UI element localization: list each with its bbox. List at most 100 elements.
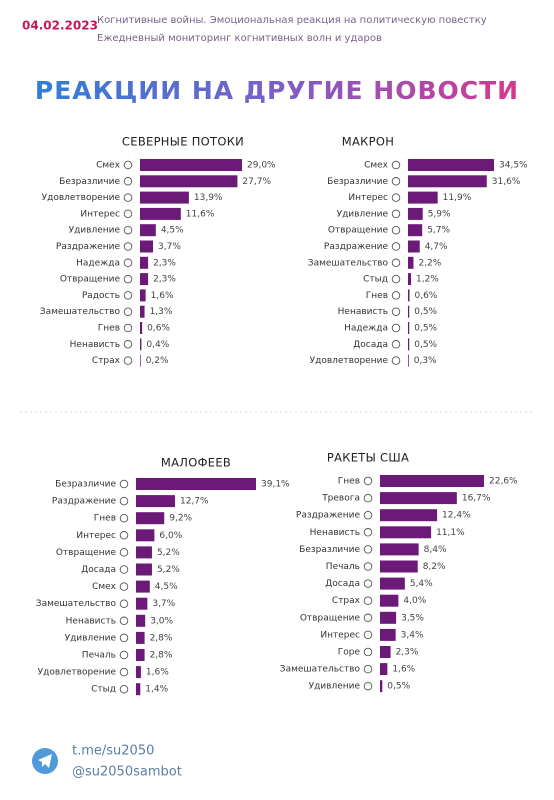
value-label: 12,4% <box>442 511 471 521</box>
category-label: Безразличие <box>299 545 360 555</box>
emoji-icon <box>119 582 129 591</box>
value-label: 1,3% <box>150 307 173 317</box>
chart-title: МАКРОН <box>342 135 394 149</box>
value-label: 34,5% <box>499 161 528 171</box>
value-label: 29,0% <box>247 161 276 171</box>
value-label: 11,6% <box>186 209 215 219</box>
emoji-icon <box>363 579 373 588</box>
value-label: 0,5% <box>414 307 437 317</box>
value-label: 3,7% <box>158 242 181 252</box>
bar <box>136 649 145 661</box>
chart-title: РАКЕТЫ США <box>327 451 409 465</box>
bar <box>380 577 405 590</box>
bar <box>380 492 457 505</box>
emoji-icon <box>123 193 133 202</box>
category-label: Надежда <box>76 258 120 268</box>
bar <box>136 683 141 696</box>
telegram-plane <box>38 754 52 768</box>
bar <box>380 663 388 676</box>
emoji-icon <box>119 565 129 574</box>
bar <box>408 159 494 171</box>
category-label: Досада <box>353 340 388 350</box>
footer-link[interactable]: @su2050sambot <box>72 765 182 780</box>
emoji-icon <box>391 291 401 300</box>
category-label: Гнев <box>98 324 120 334</box>
emoji-icon <box>119 650 129 660</box>
bar <box>136 563 152 576</box>
emoji-icon <box>123 323 133 333</box>
emoji-icon <box>119 667 129 677</box>
bar <box>140 273 149 286</box>
bar <box>136 546 152 559</box>
value-label: 11,9% <box>443 193 472 203</box>
category-label: Тревога <box>321 494 360 504</box>
emoji-icon <box>391 307 401 316</box>
bar <box>136 478 256 490</box>
value-label: 3,0% <box>150 616 173 626</box>
emoji-icon <box>119 479 129 489</box>
emoji-icon <box>119 599 129 608</box>
emoji-icon <box>363 647 373 657</box>
category-label: Страх <box>92 356 121 366</box>
category-label: Отвращение <box>56 548 117 558</box>
bar <box>408 354 409 367</box>
bar <box>140 224 156 237</box>
emoji-icon <box>363 630 373 640</box>
bar <box>140 322 143 334</box>
category-label: Замешательство <box>36 599 117 609</box>
footer-link[interactable]: t.me/su2050 <box>72 744 154 759</box>
value-label: 4,7% <box>425 242 448 252</box>
emoji-icon <box>363 476 373 486</box>
value-label: 3,7% <box>152 599 175 609</box>
bar <box>380 594 399 607</box>
value-label: 0,5% <box>414 340 437 350</box>
emoji-icon <box>119 513 129 523</box>
date: 04.02.2023 <box>22 19 98 33</box>
value-label: 1,2% <box>416 275 439 285</box>
emoji-icon <box>119 684 129 694</box>
category-label: Замешательство <box>308 258 389 268</box>
category-label: Удивление <box>309 682 361 692</box>
bar <box>136 666 141 679</box>
category-label: Горе <box>338 648 361 658</box>
value-label: 16,7% <box>462 494 491 504</box>
bar <box>380 628 396 641</box>
category-label: Безразличие <box>327 177 388 187</box>
value-label: 8,4% <box>424 545 447 555</box>
value-label: 2,3% <box>153 258 176 268</box>
bar <box>380 526 432 539</box>
emoji-icon <box>123 356 133 365</box>
category-label: Смех <box>92 582 117 592</box>
category-label: Отвращение <box>328 226 389 236</box>
bar <box>408 207 423 220</box>
value-label: 2,2% <box>418 258 441 268</box>
value-label: 0,4% <box>146 340 169 350</box>
category-label: Раздражение <box>296 511 361 521</box>
emoji-icon <box>363 528 373 537</box>
category-label: Раздражение <box>324 242 389 252</box>
value-label: 5,4% <box>410 579 433 589</box>
bar <box>380 560 418 573</box>
bar <box>380 509 438 522</box>
bar <box>136 580 150 593</box>
main-title: РЕАКЦИИ НА ДРУГИЕ НОВОСТИ <box>35 76 519 105</box>
category-label: Отвращение <box>60 275 121 285</box>
bar <box>408 338 410 351</box>
emoji-icon <box>119 633 129 643</box>
bar <box>140 159 242 171</box>
category-label: Стыд <box>91 685 116 695</box>
emoji-icon <box>363 596 373 605</box>
category-label: Замешательство <box>40 307 121 317</box>
chart-title: СЕВЕРНЫЕ ПОТОКИ <box>122 135 244 149</box>
emoji-icon <box>391 177 401 186</box>
bar <box>380 611 397 624</box>
emoji-icon <box>119 548 129 557</box>
bar <box>136 631 145 644</box>
category-label: Безразличие <box>55 480 116 490</box>
value-label: 9,2% <box>169 514 192 524</box>
category-label: Страх <box>332 596 361 606</box>
bar <box>140 175 238 188</box>
value-label: 5,2% <box>157 565 180 575</box>
emoji-icon <box>391 340 401 349</box>
